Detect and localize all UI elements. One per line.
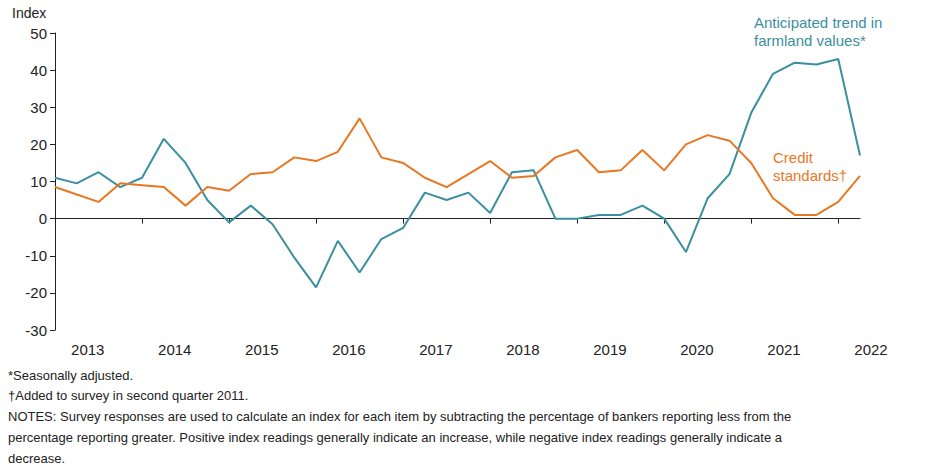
svg-text:NOTES: Survey responses are us: NOTES: Survey responses are used to calc… bbox=[8, 409, 791, 424]
svg-text:Credit: Credit bbox=[773, 149, 814, 166]
svg-text:-30: -30 bbox=[25, 322, 47, 339]
svg-text:20: 20 bbox=[30, 136, 47, 153]
svg-text:30: 30 bbox=[30, 99, 47, 116]
svg-text:2020: 2020 bbox=[680, 341, 713, 358]
svg-text:Anticipated trend in: Anticipated trend in bbox=[754, 14, 882, 31]
svg-text:†Added to survey in second qua: †Added to survey in second quarter 2011. bbox=[8, 388, 248, 403]
svg-text:-20: -20 bbox=[25, 284, 47, 301]
svg-text:percentage reporting greater.: percentage reporting greater. Positive i… bbox=[8, 430, 783, 445]
svg-text:2019: 2019 bbox=[593, 341, 626, 358]
svg-text:10: 10 bbox=[30, 173, 47, 190]
svg-text:farmland values*: farmland values* bbox=[754, 32, 866, 49]
svg-text:2018: 2018 bbox=[506, 341, 539, 358]
svg-text:2015: 2015 bbox=[245, 341, 278, 358]
svg-text:standards†: standards† bbox=[773, 167, 847, 184]
svg-text:50: 50 bbox=[30, 25, 47, 42]
svg-text:2013: 2013 bbox=[71, 341, 104, 358]
svg-text:0: 0 bbox=[39, 210, 47, 227]
svg-text:2016: 2016 bbox=[332, 341, 365, 358]
svg-text:Index: Index bbox=[12, 5, 46, 21]
svg-text:-10: -10 bbox=[25, 247, 47, 264]
svg-text:2017: 2017 bbox=[419, 341, 452, 358]
svg-text:2014: 2014 bbox=[158, 341, 191, 358]
svg-text:*Seasonally adjusted.: *Seasonally adjusted. bbox=[8, 368, 133, 383]
svg-text:40: 40 bbox=[30, 62, 47, 79]
svg-text:2021: 2021 bbox=[767, 341, 800, 358]
svg-text:2022: 2022 bbox=[854, 341, 887, 358]
svg-text:decrease.: decrease. bbox=[8, 451, 65, 466]
